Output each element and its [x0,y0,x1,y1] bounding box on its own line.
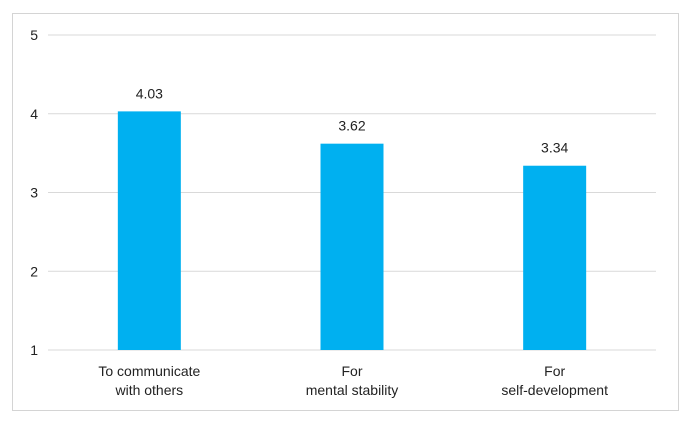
data-label-2: 3.62 [338,118,365,134]
y-tick-label-1: 1 [30,342,38,358]
x-tick-label-1-line-1: To communicate [98,363,200,379]
x-tick-label-1-line-2: with others [114,382,183,398]
data-label-3: 3.34 [541,140,568,156]
bar-2 [320,143,384,350]
y-tick-label-4: 4 [30,106,38,122]
x-tick-label-2-line-1: For [342,363,363,379]
y-tick-label-5: 5 [30,27,38,43]
x-tick-label-3-line-1: For [544,363,565,379]
bar-3 [523,165,587,350]
y-tick-label-3: 3 [30,185,38,201]
data-label-1: 4.03 [136,85,163,101]
x-tick-label-3-line-2: self-development [501,382,608,398]
x-tick-label-2-line-2: mental stability [306,382,399,398]
bar-1 [117,111,181,350]
y-tick-label-2: 2 [30,263,38,279]
